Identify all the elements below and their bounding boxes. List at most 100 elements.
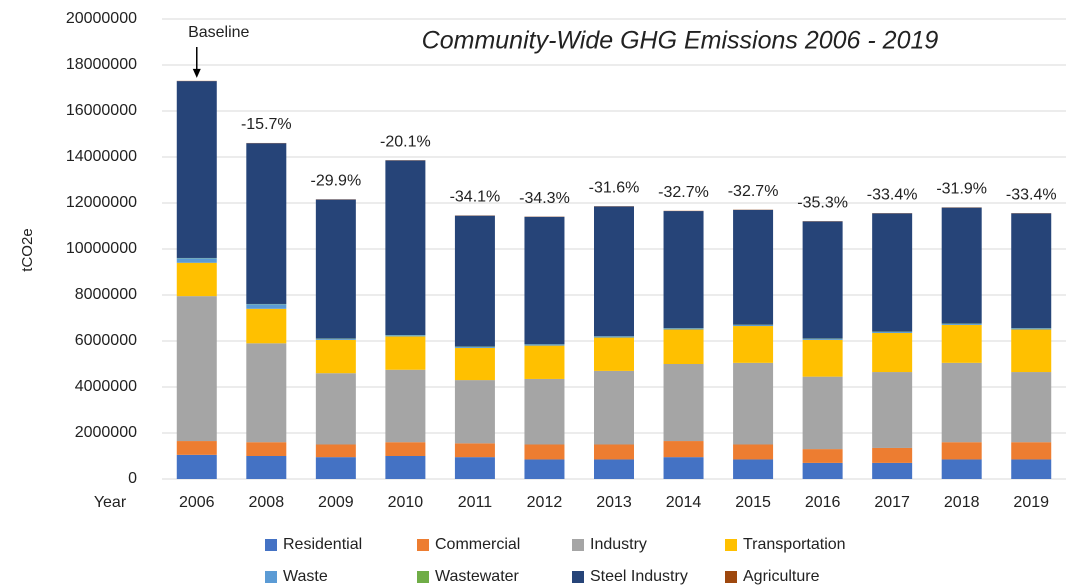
legend-label: Wastewater [435, 568, 520, 585]
bar-segment [941, 442, 982, 460]
bar-segment [594, 337, 634, 371]
bar-segment [802, 338, 843, 340]
bar-segment [176, 258, 217, 263]
annotation: -20.1% [380, 133, 431, 150]
bar-segment [454, 347, 495, 381]
legend-label: Residential [283, 536, 362, 553]
legend-swatch [417, 539, 429, 551]
bar-segment [385, 335, 426, 337]
bar-segment [385, 456, 426, 479]
bar-segment [802, 221, 843, 339]
bar-segment [454, 443, 495, 458]
bar-segment [663, 457, 704, 479]
bar-segment [176, 296, 217, 442]
legend-label: Waste [283, 568, 328, 585]
bar-segment [941, 459, 982, 479]
bar-segment [524, 345, 565, 379]
annotation: -15.7% [241, 116, 292, 133]
bar-segment [733, 362, 774, 445]
annotation: -32.7% [728, 183, 779, 200]
bar-segment [315, 199, 356, 339]
y-axis-label: tCO2e [19, 228, 36, 271]
x-tick-label: 2006 [179, 494, 215, 511]
bar-segment [941, 362, 982, 443]
bar-segment [941, 324, 982, 363]
annotation: -32.7% [658, 184, 709, 201]
y-tick-label: 18000000 [66, 56, 137, 73]
bar-segment [872, 447, 913, 463]
bar-segment [454, 215, 495, 347]
bar-segment [802, 339, 843, 377]
bar-segment [872, 462, 913, 479]
y-tick-label: 20000000 [66, 10, 137, 27]
bar-segment [176, 81, 217, 258]
bar-segment [941, 323, 982, 325]
bar-segment [524, 344, 565, 346]
x-axis-label: Year [94, 494, 127, 511]
bar-segment [454, 346, 495, 348]
legend-swatch [725, 539, 737, 551]
arrow-head [192, 68, 201, 78]
bar-segment [315, 457, 356, 479]
bar-segment [246, 143, 287, 304]
bar-segment [663, 211, 704, 329]
bar-segment [802, 462, 843, 479]
bar-segment [663, 328, 704, 330]
bar-segment [733, 326, 774, 363]
x-tick-label: 2008 [249, 494, 285, 511]
bar-segment [315, 339, 356, 374]
bar-segment [1011, 372, 1052, 443]
annotation: -29.9% [310, 173, 361, 190]
bar-segment [385, 369, 426, 443]
legend-swatch [572, 571, 584, 583]
bar-segment [246, 304, 287, 309]
bar-segment [663, 329, 704, 364]
legend-swatch [725, 571, 737, 583]
y-tick-label: 14000000 [66, 148, 137, 165]
legend-swatch [417, 571, 429, 583]
bar-segment [1011, 213, 1052, 329]
bar-segment [594, 336, 634, 338]
legend-label: Commercial [435, 536, 520, 553]
legend-label: Steel Industry [590, 568, 688, 585]
bar-segment [802, 376, 843, 450]
annotation: -33.4% [1006, 186, 1057, 203]
y-tick-label: 6000000 [75, 332, 137, 349]
annotation: -35.3% [797, 194, 848, 211]
y-tick-label: 2000000 [75, 424, 137, 441]
bar-segment [733, 209, 774, 325]
bar-segment [315, 338, 356, 340]
bar-segment [872, 332, 913, 373]
bar-segment [733, 324, 774, 327]
annotation: -34.1% [450, 189, 501, 206]
legend-label: Agriculture [743, 568, 820, 585]
legend-label: Industry [590, 536, 647, 553]
bar-segment [802, 449, 843, 463]
legend-swatch [265, 539, 277, 551]
bar-segment [733, 459, 774, 479]
x-tick-label: 2019 [1013, 494, 1049, 511]
bar-segment [385, 442, 426, 456]
x-tick-label: 2014 [666, 494, 702, 511]
bar-segment [246, 308, 287, 344]
y-tick-label: 4000000 [75, 378, 137, 395]
x-tick-label: 2017 [874, 494, 910, 511]
bar-segment [663, 441, 704, 458]
legend-swatch [265, 571, 277, 583]
bar-segment [872, 331, 913, 333]
x-tick-label: 2015 [735, 494, 771, 511]
bar-segment [524, 444, 565, 460]
bar-segment [594, 459, 634, 479]
bar-segment [1011, 442, 1052, 460]
bar-segment [385, 336, 426, 370]
bar-segment [663, 364, 704, 442]
x-tick-label: 2011 [458, 494, 493, 511]
bar-segment [246, 442, 287, 456]
bar-segment [246, 343, 287, 443]
chart-title: Community-Wide GHG Emissions 2006 - 2019 [422, 27, 939, 55]
annotation: -34.3% [519, 190, 570, 207]
legend-swatch [572, 539, 584, 551]
bar-segment [315, 373, 356, 445]
y-tick-label: 16000000 [66, 102, 137, 119]
